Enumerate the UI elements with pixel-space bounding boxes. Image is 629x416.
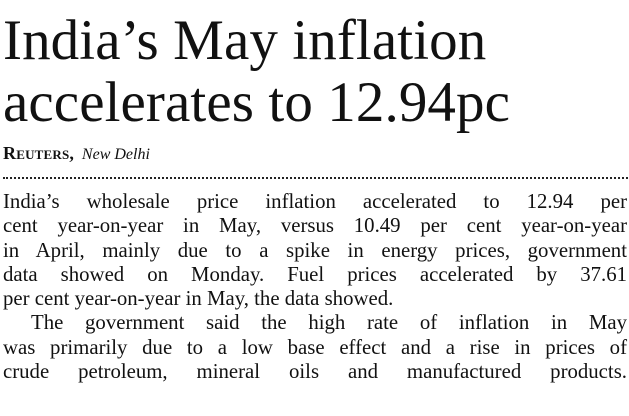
byline-comma: ,: [69, 143, 74, 163]
dotted-divider: [3, 177, 628, 179]
body-line: crude petroleum, mineral oils and manufa…: [3, 360, 627, 384]
paragraph-1: India’s wholesale price inflation accele…: [3, 190, 627, 311]
byline-agency: Reuters: [3, 143, 70, 163]
body-line: in April, mainly due to a spike in energ…: [3, 238, 627, 262]
article-body: India’s wholesale price inflation accele…: [3, 190, 627, 384]
paragraph-2: The government said the high rate of inf…: [3, 311, 627, 384]
body-line: was primarily due to a low base effect a…: [3, 335, 627, 359]
byline-location: New Delhi: [81, 146, 150, 163]
headline-line-2: accelerates to 12.94pc: [3, 71, 511, 134]
body-line: data showed on Monday. Fuel prices accel…: [3, 262, 627, 286]
body-line: The government said the high rate of inf…: [31, 311, 627, 335]
headline: India’s May inflation accelerates to 12.…: [3, 10, 628, 134]
body-line: cent year-on-year in May, versus 10.49 p…: [3, 214, 627, 238]
headline-line-1: India’s May inflation: [3, 9, 487, 72]
byline: Reuters, New Delhi: [3, 143, 150, 165]
body-line: India’s wholesale price inflation accele…: [3, 190, 627, 213]
body-line: per cent year-on-year in May, the data s…: [3, 287, 394, 311]
